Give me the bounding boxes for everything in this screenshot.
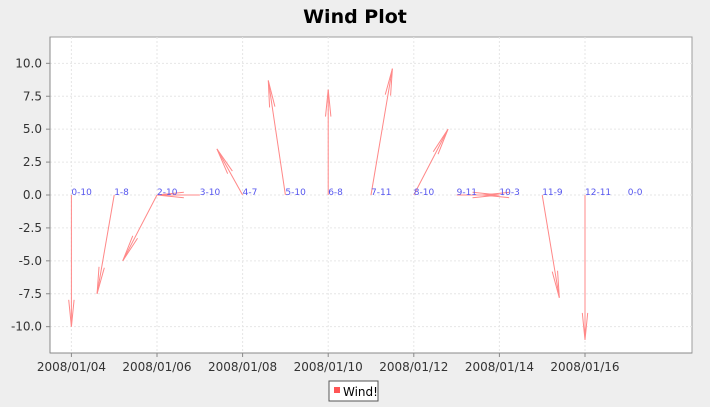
legend-box: [328, 380, 379, 402]
wind-vector-label: 0-0: [628, 188, 643, 198]
legend: Wind!: [328, 380, 379, 402]
wind-vector-label: 7-11: [371, 188, 391, 198]
wind-vector-line: [216, 148, 244, 196]
wind-vector-head: [581, 312, 589, 340]
wind-vector-line: [370, 68, 393, 196]
wind-vector-head: [96, 266, 105, 294]
wind-vector-label: 12-11: [585, 188, 611, 198]
wind-vector-label: 6-8: [328, 188, 343, 198]
wind-vector-line: [541, 194, 560, 298]
wind-vector-head: [68, 299, 75, 327]
x-tick-label: 2008/01/06: [122, 360, 191, 374]
y-tick-label: -2.5: [19, 221, 42, 235]
x-tick-label: 2008/01/08: [208, 360, 277, 374]
wind-vector-head: [482, 191, 510, 199]
y-tick-label: -10.0: [11, 320, 42, 334]
chart-title: Wind Plot: [303, 6, 407, 28]
legend-swatch: [334, 387, 340, 393]
wind-vector-head: [122, 235, 138, 262]
y-tick-label: -5.0: [19, 254, 42, 268]
y-tick-label: 7.5: [23, 89, 42, 103]
x-tick-label: 2008/01/04: [37, 360, 106, 374]
wind-vector-line: [96, 194, 115, 294]
vector-labels: 0-10 1-8 2-10 3-10 4-7 5-10 6-8 7-11 8-10 9-11 10-…: [71, 188, 642, 198]
y-tick-label: 5.0: [23, 122, 42, 136]
wind-vector-label: 4-7: [243, 188, 258, 198]
wind-vector-label: 5-10: [285, 188, 306, 198]
wind-vector-head: [432, 128, 449, 155]
wind-vector-label: 2-10: [157, 188, 178, 198]
axes: 10.0 7.5 5.0 2.5 0.0 -2.5 -5.0 -7.5 -10.0 2008/01…: [11, 37, 692, 374]
y-tick-label: 2.5: [23, 155, 42, 169]
y-tick-label: 10.0: [15, 56, 42, 70]
wind-vector-line: [267, 80, 286, 196]
wind-vector-head: [384, 68, 393, 96]
wind-vector-label: 8-10: [414, 188, 435, 198]
y-tick-label: 0.0: [23, 188, 42, 202]
x-tick-label: 2008/01/10: [294, 360, 363, 374]
wind-vector-label: 11-9: [542, 188, 563, 198]
wind-vector-label: 10-3: [499, 188, 519, 198]
wind-vector-head: [216, 148, 233, 174]
x-tick-label: 2008/01/14: [465, 360, 534, 374]
wind-vector-label: 1-8: [114, 188, 129, 198]
wind-vector-label: 0-10: [71, 188, 92, 198]
wind-vector-head: [156, 191, 184, 199]
x-tick-label: 2008/01/12: [379, 360, 448, 374]
y-tick-label: -7.5: [19, 287, 42, 301]
wind-vector-label: 9-11: [457, 188, 477, 198]
legend-label: Wind!: [343, 385, 378, 399]
wind-vector-label: 3-10: [200, 188, 221, 198]
x-tick-label: 2008/01/16: [550, 360, 619, 374]
wind-vector-head: [267, 80, 276, 108]
wind-vector-line: [413, 128, 449, 196]
wind-vectors: [68, 68, 589, 340]
wind-vector-head: [551, 270, 560, 298]
wind-vector-line: [122, 194, 158, 262]
wind-vector-head: [325, 89, 332, 117]
